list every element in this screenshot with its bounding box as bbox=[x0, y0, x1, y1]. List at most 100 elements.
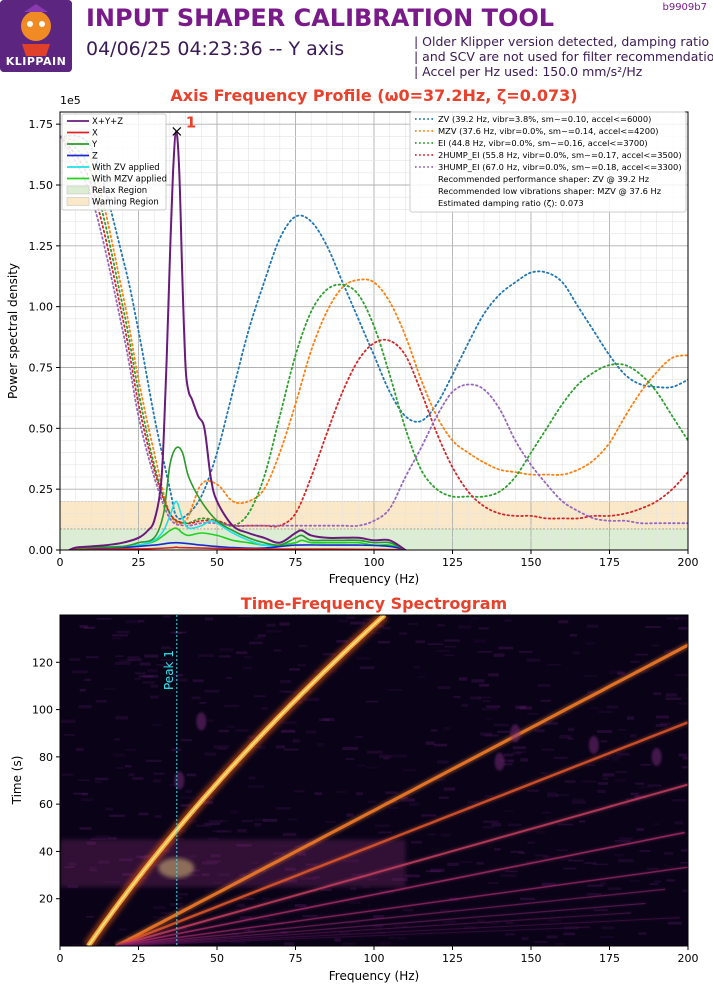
spectrogram-noise bbox=[152, 916, 166, 919]
spectrogram-noise bbox=[367, 800, 377, 804]
spectrogram-noise bbox=[337, 619, 349, 623]
legend-note: Recommended low vibrations shaper: MZV @… bbox=[438, 186, 661, 196]
spectrogram-noise bbox=[681, 849, 688, 852]
spectrogram-noise bbox=[253, 636, 264, 640]
spectrogram-noise bbox=[378, 831, 392, 834]
spectrogram-noise bbox=[586, 624, 599, 628]
spectrogram-harmonic bbox=[116, 831, 685, 946]
chart2-ylabel: Time (s) bbox=[10, 756, 24, 806]
spectrogram-noise bbox=[444, 645, 457, 648]
spectrogram-noise bbox=[478, 627, 489, 630]
legend-note: Recommended performance shaper: ZV @ 39.… bbox=[438, 174, 649, 184]
spectrogram-noise bbox=[370, 632, 382, 634]
spectrogram-noise bbox=[180, 739, 193, 742]
spectrogram-noise bbox=[319, 718, 330, 721]
spectrogram-noise bbox=[652, 644, 660, 647]
spectrogram-noise bbox=[262, 818, 278, 822]
spectrogram-noise bbox=[630, 734, 637, 738]
spectrogram-noise bbox=[543, 721, 558, 725]
spectrogram-noise bbox=[512, 746, 527, 750]
legend-label: X bbox=[92, 129, 98, 139]
spectrogram-noise bbox=[470, 617, 479, 620]
spectrogram-harmonic bbox=[115, 643, 688, 946]
spectrogram-noise bbox=[674, 616, 688, 621]
chart1-ylabel: Power spectral density bbox=[6, 263, 20, 399]
spectrogram-noise bbox=[262, 897, 270, 900]
legend-label: X+Y+Z bbox=[92, 117, 123, 127]
spectrogram-noise bbox=[365, 766, 379, 769]
spectrogram-noise bbox=[112, 637, 122, 640]
spectrogram-noise bbox=[261, 707, 268, 710]
spectrogram-noise bbox=[249, 641, 263, 645]
spectrogram-noise bbox=[345, 758, 355, 760]
spectrogram-noise bbox=[417, 676, 426, 679]
spectrogram-noise bbox=[287, 818, 298, 821]
y-tick-label: 1.00 bbox=[29, 301, 54, 314]
y-tick-label: 1.25 bbox=[29, 240, 54, 253]
spectrogram-noise bbox=[499, 759, 514, 762]
spectrogram-noise bbox=[204, 822, 220, 826]
spectrogram-noise bbox=[507, 759, 514, 763]
spectrogram-noise bbox=[411, 840, 422, 844]
spectrogram-noise bbox=[444, 639, 460, 642]
legend-label: Y bbox=[91, 140, 98, 150]
spectrogram-noise bbox=[626, 716, 635, 720]
spectrogram-noise bbox=[119, 659, 133, 663]
spectrogram-noise bbox=[594, 909, 608, 912]
spectrogram-noise bbox=[518, 650, 533, 653]
spectrogram-noise bbox=[69, 658, 81, 662]
spectrogram-noise bbox=[81, 792, 88, 796]
spectrogram-noise bbox=[248, 776, 256, 780]
spectrogram-noise bbox=[114, 661, 130, 665]
spectrogram-noise bbox=[281, 721, 297, 724]
spectrogram-noise bbox=[174, 897, 183, 899]
spectrogram-harmonic bbox=[116, 902, 646, 946]
spectrogram-noise bbox=[399, 632, 407, 635]
spectrogram-noise bbox=[554, 943, 566, 946]
y-tick-label: 1.50 bbox=[29, 179, 54, 192]
spectrogram-noise bbox=[145, 759, 162, 762]
spectrogram-noise bbox=[153, 905, 166, 910]
spectrogram-noise bbox=[64, 734, 75, 736]
note-line: | Older Klipper version detected, dampin… bbox=[414, 34, 710, 49]
spectrogram-noise bbox=[558, 620, 569, 624]
spectrogram-noise bbox=[507, 823, 522, 827]
spectrogram-noise bbox=[181, 796, 194, 799]
spectrogram-noise bbox=[649, 883, 659, 885]
spectrogram-noise bbox=[518, 852, 526, 855]
spectrogram-noise bbox=[404, 874, 420, 878]
spectrogram-noise bbox=[504, 753, 514, 757]
x-tick-label: 50 bbox=[210, 556, 224, 569]
spectrogram-noise bbox=[163, 615, 171, 618]
spectrogram-noise bbox=[213, 745, 229, 749]
spectrogram-noise bbox=[600, 936, 615, 939]
spectrogram-noise bbox=[259, 745, 266, 750]
spectrogram-noise bbox=[383, 757, 390, 760]
spectrogram-noise bbox=[160, 659, 174, 661]
spectrogram-noise bbox=[346, 813, 354, 817]
spectrogram-noise bbox=[485, 718, 493, 720]
spectrogram-noise bbox=[388, 936, 396, 939]
spectrogram-noise bbox=[421, 814, 436, 817]
spectrogram-noise bbox=[515, 705, 527, 710]
spectrogram-noise bbox=[101, 942, 110, 945]
chart1-scale-label: 1e5 bbox=[60, 94, 81, 107]
spectrogram-noise bbox=[280, 730, 297, 733]
spectrogram-noise bbox=[221, 820, 228, 822]
spectrogram-noise bbox=[599, 882, 607, 886]
spectrogram-noise bbox=[86, 915, 94, 918]
spectrogram-noise bbox=[458, 625, 472, 629]
spectrogram-noise bbox=[350, 887, 357, 890]
spectrogram-noise bbox=[453, 695, 461, 698]
spectrogram-noise bbox=[78, 779, 90, 782]
spectrogram-noise bbox=[536, 831, 545, 834]
spectrogram-noise bbox=[482, 825, 494, 829]
spectrogram-blob bbox=[196, 712, 207, 731]
spectrogram-noise bbox=[481, 707, 498, 711]
spectrogram-noise bbox=[294, 903, 307, 908]
spectrogram-noise bbox=[614, 779, 626, 782]
legend-note: Estimated damping ratio (ζ): 0.073 bbox=[438, 198, 584, 208]
spectrogram-noise bbox=[198, 654, 215, 658]
spectrogram-noise bbox=[443, 920, 456, 924]
